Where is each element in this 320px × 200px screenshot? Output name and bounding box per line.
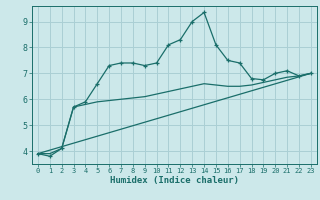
X-axis label: Humidex (Indice chaleur): Humidex (Indice chaleur)	[110, 176, 239, 185]
